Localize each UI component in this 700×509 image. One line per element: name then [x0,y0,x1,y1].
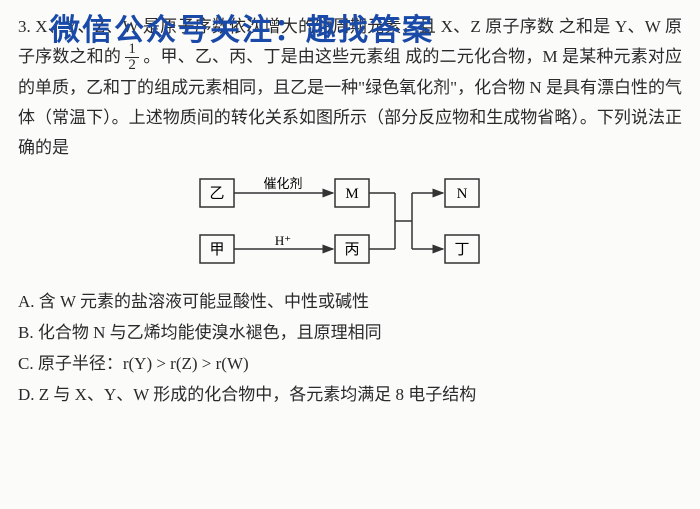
box-bing: 丙 [344,242,359,258]
question-number: 3. [18,17,31,36]
option-b: B. 化合物 N 与乙烯均能使溴水褪色，且原理相同 [18,318,682,348]
option-a: A. 含 W 元素的盐溶液可能显酸性、中性或碱性 [18,287,682,317]
box-n: N [457,186,468,202]
watermark-text: 微信公众号关注：趣找答案 [50,5,434,58]
box-yi: 乙 [209,186,224,202]
box-m: M [345,186,358,202]
option-c: C. 原子半径：r(Y) > r(Z) > r(W) [18,349,682,379]
reaction-diagram: 乙 甲 M 丙 N 丁 催化剂 H⁺ [180,167,520,282]
options-list: A. 含 W 元素的盐溶液可能显酸性、中性或碱性 B. 化合物 N 与乙烯均能使… [18,287,682,409]
option-d: D. Z 与 X、Y、W 形成的化合物中，各元素均满足 8 电子结构 [18,380,682,410]
frac-den: 2 [125,58,139,73]
box-jia: 甲 [209,242,224,258]
box-ding: 丁 [454,242,469,258]
label-catalyst: 催化剂 [263,176,302,191]
label-hplus: H⁺ [275,233,291,248]
